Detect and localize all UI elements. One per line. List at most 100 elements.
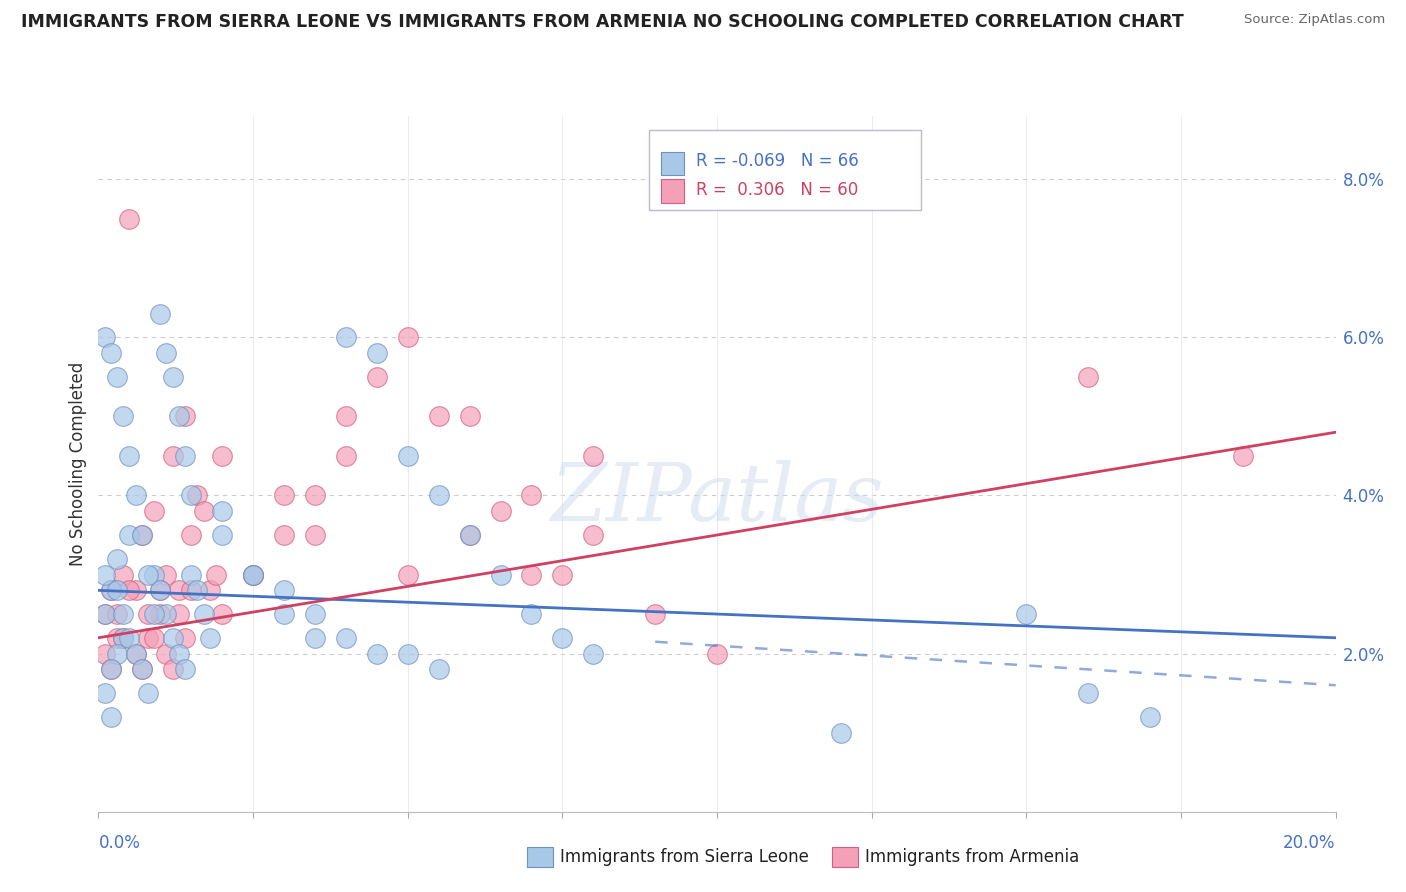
Point [100,710,122,724]
Point [273,607,295,621]
Point [193,607,215,621]
Point [174,409,197,424]
Point [396,647,419,661]
Point [551,567,574,582]
Point [100,662,122,676]
Point [124,583,146,598]
Point [162,449,184,463]
Point [136,567,159,582]
Point [242,567,264,582]
Point [105,631,128,645]
FancyBboxPatch shape [650,130,921,210]
Point [304,607,326,621]
Point [211,504,233,518]
Point [149,607,172,621]
Point [180,528,202,542]
Text: ZIPatlas: ZIPatlas [550,460,884,537]
Point [304,528,326,542]
Point [118,528,141,542]
Point [211,528,233,542]
Point [304,488,326,502]
Point [93,567,115,582]
Point [112,631,135,645]
Point [105,551,128,566]
Point [335,330,357,344]
Point [458,409,481,424]
Point [149,583,172,598]
Text: Source: ZipAtlas.com: Source: ZipAtlas.com [1244,13,1385,27]
Point [427,409,450,424]
Point [427,488,450,502]
Point [366,647,388,661]
Point [118,631,141,645]
Point [167,409,190,424]
Point [105,647,128,661]
Point [304,631,326,645]
Point [124,647,146,661]
Point [335,631,357,645]
Point [174,449,197,463]
Point [242,567,264,582]
Point [124,647,146,661]
Point [167,583,190,598]
Point [100,346,122,360]
Point [93,686,115,700]
Point [644,607,666,621]
Point [273,528,295,542]
Point [112,607,135,621]
Point [93,607,115,621]
Text: 20.0%: 20.0% [1284,834,1336,852]
Point [198,631,221,645]
Point [273,488,295,502]
Point [93,607,115,621]
Point [335,449,357,463]
Point [155,647,177,661]
Point [167,647,190,661]
Point [211,607,233,621]
Point [136,686,159,700]
Point [155,346,177,360]
Point [335,409,357,424]
Point [124,488,146,502]
Point [131,662,153,676]
Text: R = -0.069   N = 66: R = -0.069 N = 66 [696,153,859,170]
Point [118,211,141,226]
Text: Immigrants from Armenia: Immigrants from Armenia [865,848,1078,866]
Point [149,583,172,598]
Point [458,528,481,542]
Point [1139,710,1161,724]
Text: IMMIGRANTS FROM SIERRA LEONE VS IMMIGRANTS FROM ARMENIA NO SCHOOLING COMPLETED C: IMMIGRANTS FROM SIERRA LEONE VS IMMIGRAN… [21,13,1184,31]
Point [366,346,388,360]
Point [186,488,208,502]
Point [458,528,481,542]
Point [100,662,122,676]
Point [131,528,153,542]
Point [551,631,574,645]
Point [162,662,184,676]
Text: Immigrants from Sierra Leone: Immigrants from Sierra Leone [560,848,808,866]
Point [180,583,202,598]
Point [112,409,135,424]
Point [489,567,512,582]
Point [112,567,135,582]
Point [396,449,419,463]
Point [520,488,543,502]
Point [143,567,166,582]
Point [167,607,190,621]
Point [706,647,728,661]
Point [582,528,605,542]
Point [180,567,202,582]
Point [1077,369,1099,384]
Point [1077,686,1099,700]
Point [242,567,264,582]
Point [520,607,543,621]
Point [396,330,419,344]
Point [105,607,128,621]
Point [174,631,197,645]
Point [136,607,159,621]
Point [427,662,450,676]
Y-axis label: No Schooling Completed: No Schooling Completed [69,362,87,566]
Point [112,631,135,645]
Point [162,369,184,384]
Point [118,449,141,463]
